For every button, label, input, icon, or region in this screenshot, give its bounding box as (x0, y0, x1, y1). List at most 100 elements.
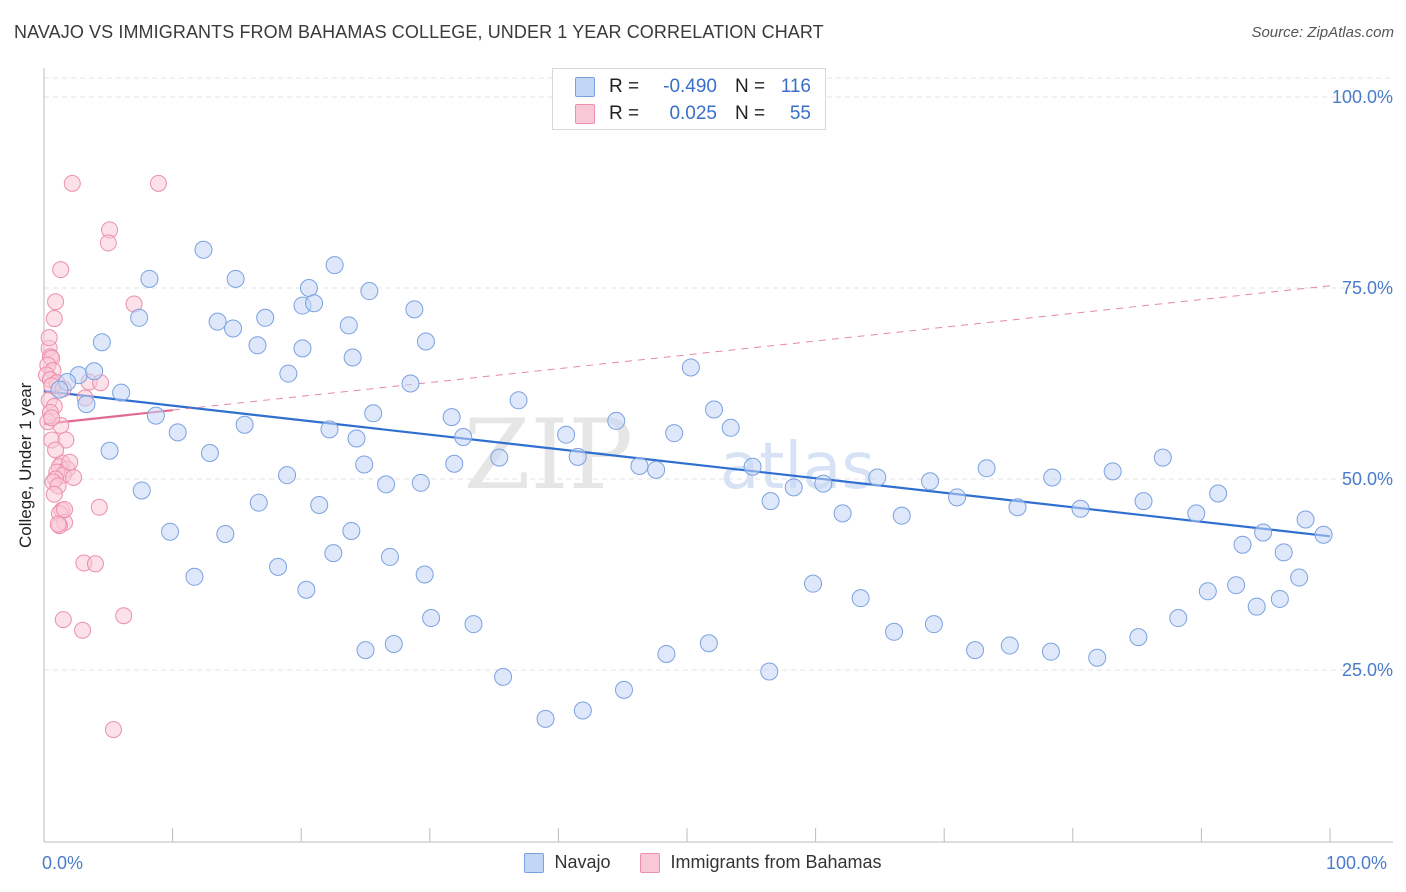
navajo-point (614, 680, 633, 699)
navajo-point (249, 493, 268, 512)
navajo-point (299, 279, 318, 297)
navajo-point (892, 506, 911, 525)
navajo-point (278, 466, 297, 485)
bahamas-point (54, 611, 72, 629)
navajo-swatch (524, 852, 545, 873)
navajo-point (1008, 498, 1027, 517)
navajo-point (305, 294, 324, 313)
navajo-point (347, 429, 366, 448)
navajo-point (1169, 609, 1188, 628)
navajo-point (557, 425, 576, 444)
navajo-point (1000, 636, 1019, 655)
navajo-point (360, 282, 379, 301)
navajo-point (966, 641, 985, 660)
navajo-point (568, 447, 587, 466)
navajo-point (1198, 582, 1217, 601)
y-tick-label: 100.0% (1331, 87, 1393, 107)
navajo-point (248, 336, 267, 355)
navajo-point (380, 547, 399, 566)
x-tick-label: 0.0% (42, 853, 84, 873)
bahamas-point (43, 409, 61, 427)
bahamas-point (47, 293, 65, 311)
navajo-point (146, 406, 165, 425)
navajo-point (885, 622, 904, 641)
navajo-point (833, 504, 852, 523)
chart-title: NAVAJO VS IMMIGRANTS FROM BAHAMAS COLLEG… (14, 22, 824, 42)
navajo-point (194, 240, 213, 259)
navajo-point (1227, 576, 1246, 595)
navajo-point (1043, 468, 1062, 487)
navajo-point (699, 634, 718, 653)
navajo-point (814, 474, 833, 493)
stats-legend: R = -0.490 N = 116 R = 0.025 N = 55 (552, 68, 826, 130)
navajo-point (1233, 535, 1252, 554)
navajo-point (1270, 589, 1289, 608)
bahamas-point (45, 485, 63, 503)
navajo-point (1187, 504, 1206, 523)
navajo-point (1274, 543, 1293, 562)
y-axis-label: College, Under 1 year (16, 382, 35, 548)
navajo-point (804, 574, 823, 593)
bahamas-trend-line-dashed (172, 285, 1331, 411)
navajo-point (1247, 597, 1266, 616)
navajo-point (657, 644, 676, 663)
navajo-point (630, 457, 649, 476)
navajo-point (226, 269, 245, 288)
navajo-point (377, 475, 396, 494)
legend-item-bahamas: Immigrants from Bahamas (640, 852, 882, 873)
watermark: ZIP atlas (464, 399, 875, 511)
bahamas-point (86, 555, 104, 573)
navajo-point (1254, 523, 1273, 542)
x-tick-label: 100.0% (1326, 853, 1388, 873)
navajo-point (185, 567, 204, 586)
navajo-point (77, 395, 96, 414)
navajo-point (1290, 568, 1309, 587)
navajo-point (92, 333, 111, 352)
navajo-point (721, 418, 740, 437)
navajo-point (355, 455, 374, 474)
navajo-point (784, 478, 803, 497)
navajo-point (665, 424, 684, 443)
navajo-point (401, 374, 420, 393)
navajo-point (235, 415, 254, 434)
y-tick-label: 75.0% (1341, 278, 1393, 298)
navajo-point (293, 339, 312, 358)
navajo-point (1153, 448, 1172, 467)
navajo-point (411, 473, 430, 492)
navajo-point (416, 332, 435, 351)
bahamas-point (99, 234, 117, 252)
navajo-point (208, 312, 227, 331)
data-points (38, 174, 1333, 739)
navajo-point (1103, 462, 1122, 481)
bahamas-swatch (575, 104, 595, 124)
navajo-point (140, 269, 159, 288)
navajo-point (85, 362, 104, 381)
navajo-point (494, 667, 513, 686)
navajo-point (509, 391, 528, 410)
navajo-point (977, 459, 996, 478)
navajo-point (1314, 525, 1333, 544)
y-tick-label: 50.0% (1341, 469, 1393, 489)
navajo-point (269, 557, 288, 576)
navajo-point (761, 492, 780, 511)
navajo-point (1209, 484, 1228, 503)
navajo-point (1129, 628, 1148, 647)
r-label: R = (609, 103, 640, 124)
navajo-point (324, 544, 343, 563)
n-value: 116 (780, 76, 811, 97)
n-label: N = (735, 103, 766, 124)
navajo-point (442, 408, 461, 427)
navajo-point (705, 400, 724, 419)
navajo-point (112, 383, 131, 402)
grid-lines (44, 77, 1393, 671)
navajo-point (948, 488, 967, 507)
navajo-point (161, 522, 180, 541)
bahamas-swatch (640, 852, 661, 873)
bottom-legend: Navajo Immigrants from Bahamas (0, 852, 1406, 873)
bahamas-point (47, 441, 65, 459)
stats-row-bahamas: R = 0.025 N = 55 (575, 102, 811, 126)
legend-item-navajo: Navajo (524, 852, 610, 873)
axes (43, 68, 1393, 843)
r-value: 0.025 (669, 103, 717, 124)
